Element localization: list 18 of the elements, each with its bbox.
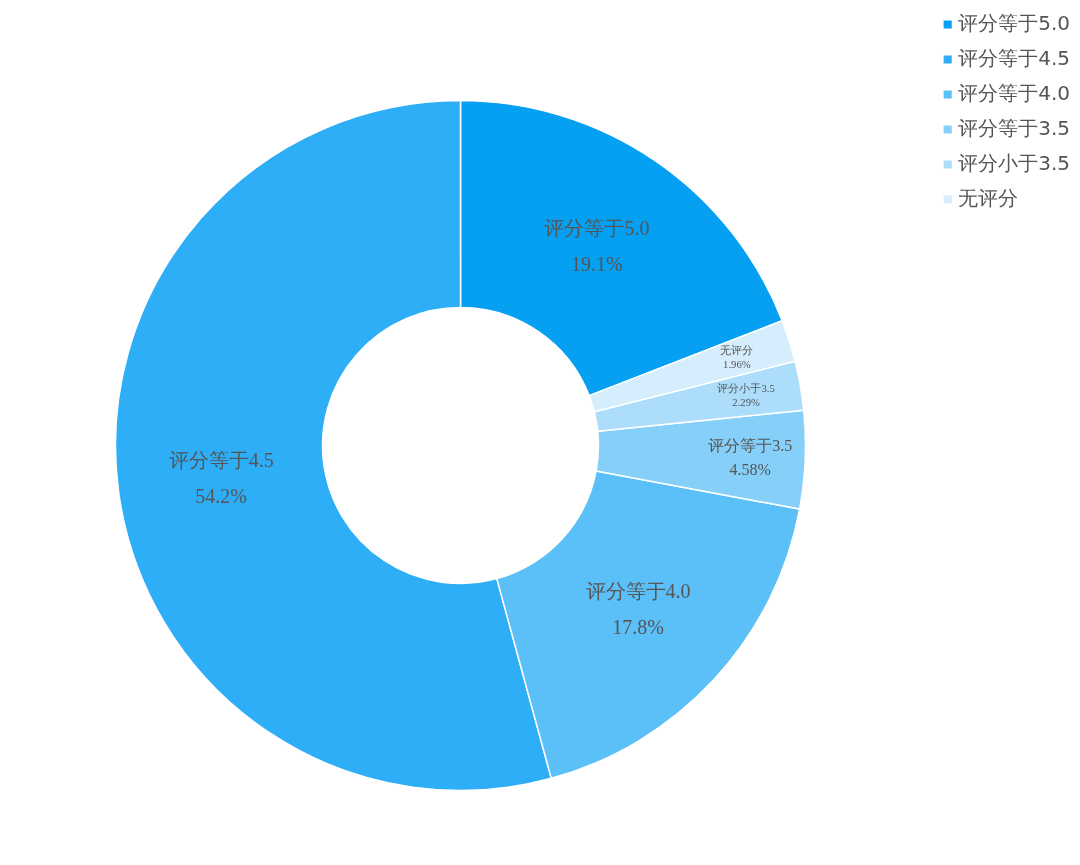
- data-label: 2.29%: [732, 396, 760, 408]
- legend-label: 评分等于5.0: [958, 10, 1070, 37]
- legend-label: 评分等于3.5: [958, 115, 1070, 142]
- data-label: 1.96%: [723, 359, 751, 371]
- slice-label: 评分等于3.5: [708, 436, 793, 454]
- data-label: 54.2%: [195, 484, 247, 507]
- legend-label: 评分等于4.0: [958, 80, 1070, 107]
- data-label: 19.1%: [571, 253, 623, 276]
- slice-label: 评分小于3.5: [717, 381, 775, 394]
- data-label: 17.8%: [612, 616, 664, 639]
- slice-label: 无评分: [720, 345, 754, 357]
- data-label: 4.58%: [729, 460, 771, 478]
- legend-label: 无评分: [958, 185, 1019, 212]
- slice-label: 评分等于4.5: [168, 448, 274, 471]
- legend-label: 评分小于3.5: [958, 150, 1070, 177]
- slice-label: 评分等于4.0: [585, 580, 691, 603]
- legend-label: 评分等于4.5: [958, 45, 1070, 72]
- slice-label: 评分等于5.0: [544, 217, 650, 240]
